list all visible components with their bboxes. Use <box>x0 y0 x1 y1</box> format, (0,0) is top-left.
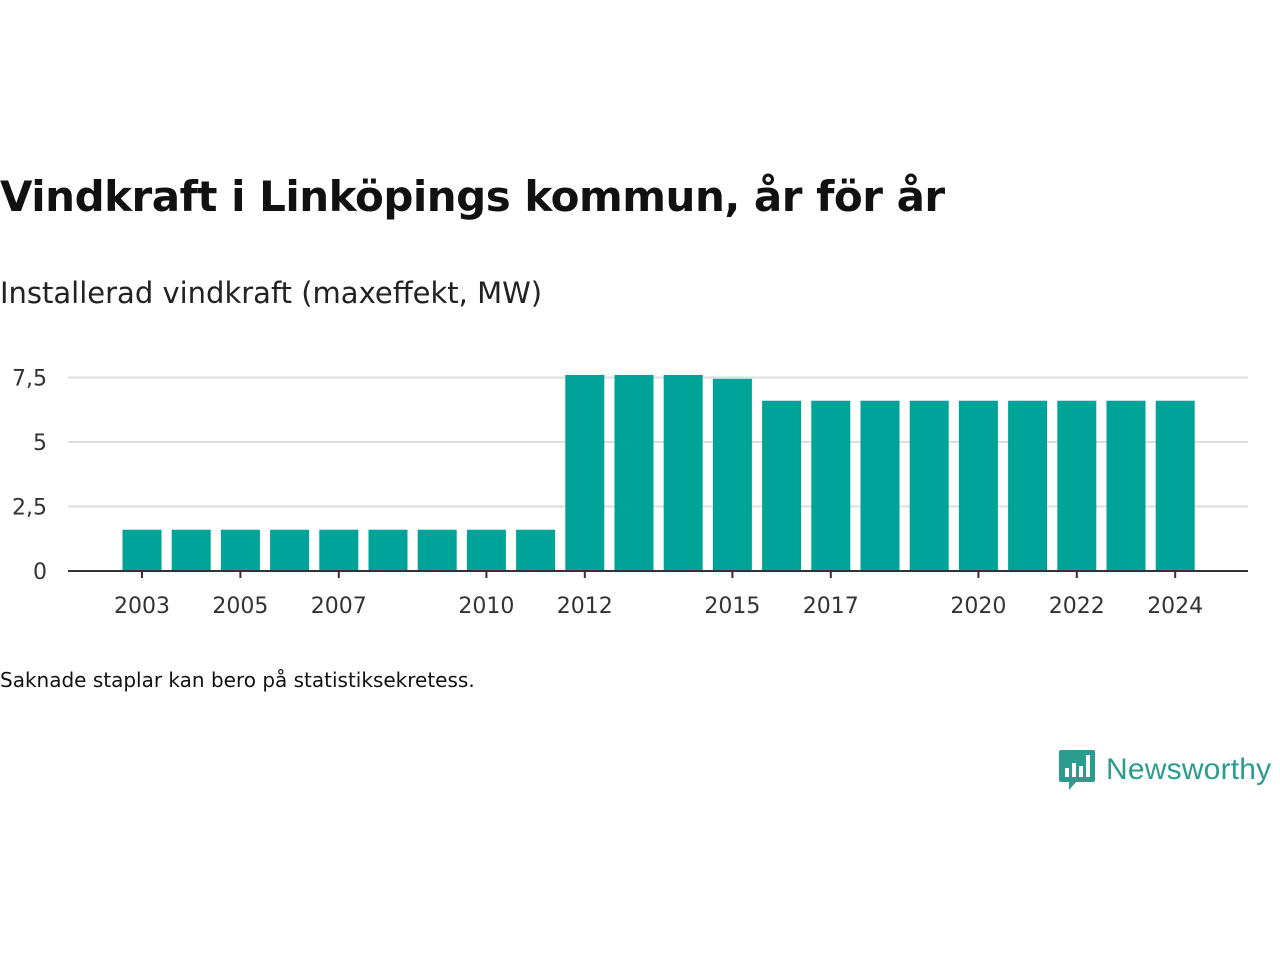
newsworthy-logo-icon <box>1059 750 1095 790</box>
bar <box>663 374 703 571</box>
bar <box>811 400 851 571</box>
bar <box>270 529 310 571</box>
x-tick-label: 2012 <box>557 594 613 619</box>
bars <box>122 374 1195 571</box>
bar <box>122 529 162 571</box>
bar <box>220 529 260 571</box>
y-axis-labels: 0 2,5 5 7,5 <box>12 367 47 586</box>
x-tick-label: 2005 <box>212 594 268 619</box>
bar <box>860 400 900 571</box>
bar <box>614 374 654 571</box>
bar <box>466 529 506 571</box>
bar <box>909 400 949 571</box>
bar <box>319 529 359 571</box>
x-tick-label: 2003 <box>114 594 170 619</box>
gridlines <box>68 376 1248 508</box>
x-tick-label: 2017 <box>803 594 859 619</box>
bar <box>368 529 408 571</box>
bar <box>516 529 556 571</box>
bar <box>958 400 998 571</box>
y-tick-label: 0 <box>33 560 47 585</box>
y-tick-label: 2,5 <box>12 496 47 521</box>
bar <box>1008 400 1048 571</box>
bar <box>417 529 457 571</box>
chart-title: Vindkraft i Linköpings kommun, år för år <box>0 172 945 221</box>
chart-subtitle: Installerad vindkraft (maxeffekt, MW) <box>0 276 543 310</box>
brand-name: Newsworthy <box>1106 753 1272 786</box>
bar <box>1155 400 1195 571</box>
x-tick-label: 2024 <box>1147 594 1203 619</box>
x-tick-label: 2010 <box>458 594 514 619</box>
bar <box>762 400 802 571</box>
bar <box>712 378 752 571</box>
x-tick-label: 2015 <box>704 594 760 619</box>
bar <box>565 374 605 571</box>
x-tick-label: 2007 <box>311 594 367 619</box>
x-tick-label: 2020 <box>950 594 1006 619</box>
x-axis: 2003 2005 2007 2010 2012 2015 2017 2020 2022 2024 <box>68 570 1248 619</box>
bar-chart: 0 2,5 5 7,5 2003 2005 2007 2010 2012 2015 2017 202… <box>12 367 1248 619</box>
bar <box>1106 400 1146 571</box>
x-tick-label: 2022 <box>1049 594 1105 619</box>
y-tick-label: 5 <box>33 431 47 456</box>
bar <box>1057 400 1097 571</box>
footnote: Saknade staplar kan bero på statistiksek… <box>0 668 475 692</box>
brand-logo: Newsworthy <box>1058 748 1271 792</box>
bar <box>171 529 211 571</box>
y-tick-label: 7,5 <box>12 367 47 392</box>
